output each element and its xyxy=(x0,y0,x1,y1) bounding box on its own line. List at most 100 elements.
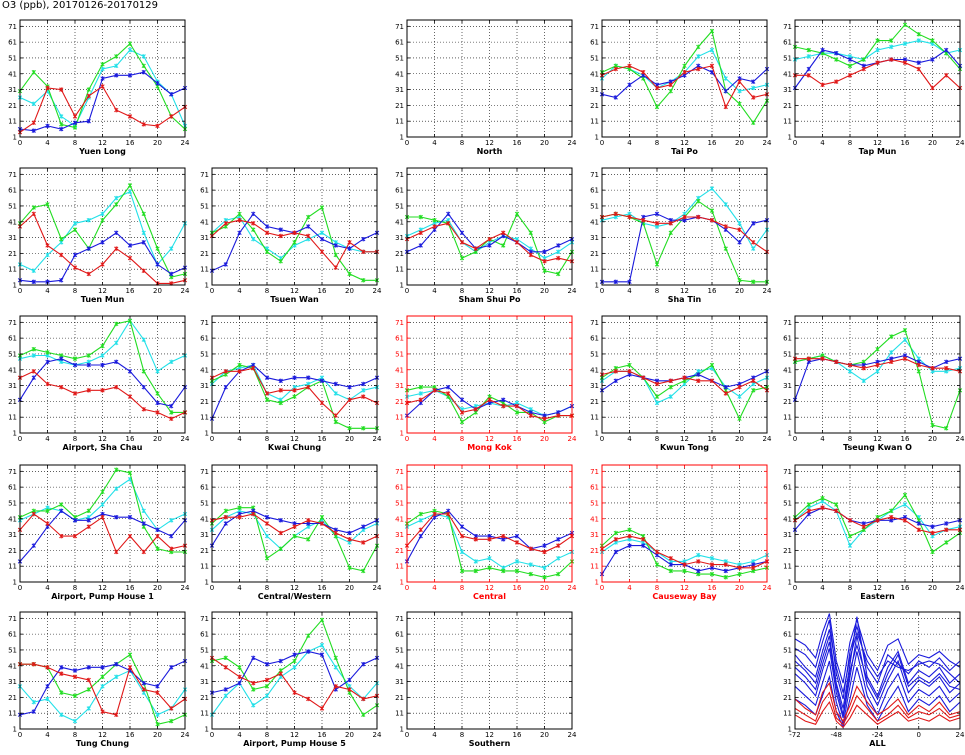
grid xyxy=(602,168,767,285)
data-point xyxy=(127,114,133,119)
data-point xyxy=(72,265,78,270)
data-point xyxy=(347,426,352,431)
y-tick-label: 41 xyxy=(8,218,17,226)
x-tick-label: 24 xyxy=(763,287,772,295)
y-tick-label: 71 xyxy=(395,171,404,179)
data-point xyxy=(446,511,451,517)
data-point xyxy=(682,214,687,220)
data-point xyxy=(696,372,701,377)
data-point xyxy=(696,559,701,564)
x-tick-label: 24 xyxy=(568,435,577,443)
y-tick-label: 31 xyxy=(783,86,792,94)
x-tick-label: 20 xyxy=(735,584,744,592)
data-point xyxy=(306,214,311,220)
x-tick-label: 20 xyxy=(153,435,162,443)
x-tick-label: 8 xyxy=(73,731,77,739)
x-tick-label: 20 xyxy=(928,435,937,443)
data-point xyxy=(916,369,921,374)
data-point xyxy=(514,240,520,245)
data-point xyxy=(627,214,632,220)
data-point xyxy=(613,378,618,384)
y-tick-label: 1 xyxy=(788,430,792,438)
y-tick-label: 51 xyxy=(783,54,792,62)
data-point xyxy=(264,533,270,539)
data-point xyxy=(723,568,728,574)
y-tick-label: 41 xyxy=(395,366,404,374)
y-tick-label: 41 xyxy=(395,515,404,523)
y-tick-label: 31 xyxy=(8,531,17,539)
x-tick-label: 20 xyxy=(345,731,354,739)
data-point xyxy=(361,381,366,387)
data-point xyxy=(86,388,91,393)
y-tick-label: 71 xyxy=(8,615,17,623)
data-point xyxy=(264,521,270,526)
x-tick-label: 8 xyxy=(73,139,77,147)
panel-title: Tap Mun xyxy=(859,147,897,156)
data-point xyxy=(141,508,146,514)
x-tick-label: 4 xyxy=(45,731,50,739)
y-tick-label: 31 xyxy=(395,382,404,390)
data-point xyxy=(100,76,105,81)
data-point xyxy=(501,403,506,409)
data-point xyxy=(889,44,894,50)
data-point xyxy=(806,508,811,514)
data-point xyxy=(251,687,256,692)
x-tick-label: 16 xyxy=(126,584,135,592)
data-point xyxy=(306,224,311,229)
y-tick-label: 51 xyxy=(783,350,792,358)
data-point xyxy=(696,552,701,558)
data-point xyxy=(31,120,36,125)
series-line-red xyxy=(19,370,186,420)
data-point xyxy=(72,114,78,119)
data-point xyxy=(902,492,908,498)
data-point xyxy=(31,511,36,517)
data-point xyxy=(668,394,673,399)
data-point xyxy=(806,356,811,361)
data-point xyxy=(31,205,36,210)
data-point xyxy=(627,533,632,539)
x-tick-label: 12 xyxy=(873,435,882,443)
data-point xyxy=(306,696,311,702)
data-point xyxy=(72,668,78,673)
x-tick-label: 4 xyxy=(627,584,632,592)
x-tick-label: 8 xyxy=(73,584,77,592)
data-point xyxy=(155,722,160,727)
y-tick-label: 71 xyxy=(783,23,792,31)
data-point xyxy=(556,413,561,418)
series-group xyxy=(209,362,380,431)
y-tick-label: 11 xyxy=(200,266,209,274)
data-point xyxy=(487,243,492,248)
grid xyxy=(20,168,185,285)
data-point xyxy=(446,384,451,390)
data-point xyxy=(902,328,908,333)
data-point xyxy=(59,384,64,390)
data-point xyxy=(682,375,687,380)
data-point xyxy=(709,217,715,223)
data-point xyxy=(169,546,174,551)
y-tick-label: 51 xyxy=(395,646,404,654)
data-point xyxy=(45,202,50,207)
x-tick-label: 4 xyxy=(820,139,825,147)
data-point xyxy=(278,259,283,264)
data-point xyxy=(902,41,908,46)
data-point xyxy=(459,419,465,425)
series-line-blue xyxy=(794,629,961,693)
data-point xyxy=(709,63,715,69)
y-tick-label: 21 xyxy=(8,102,17,110)
series-group xyxy=(17,41,188,135)
data-point xyxy=(916,38,921,43)
data-point xyxy=(751,378,756,384)
data-point xyxy=(737,565,742,570)
y-tick-label: 31 xyxy=(200,382,209,390)
data-point xyxy=(432,388,437,393)
data-point xyxy=(889,508,894,514)
y-tick-label: 31 xyxy=(8,382,17,390)
y-tick-label: 31 xyxy=(590,382,599,390)
data-point xyxy=(127,470,133,476)
